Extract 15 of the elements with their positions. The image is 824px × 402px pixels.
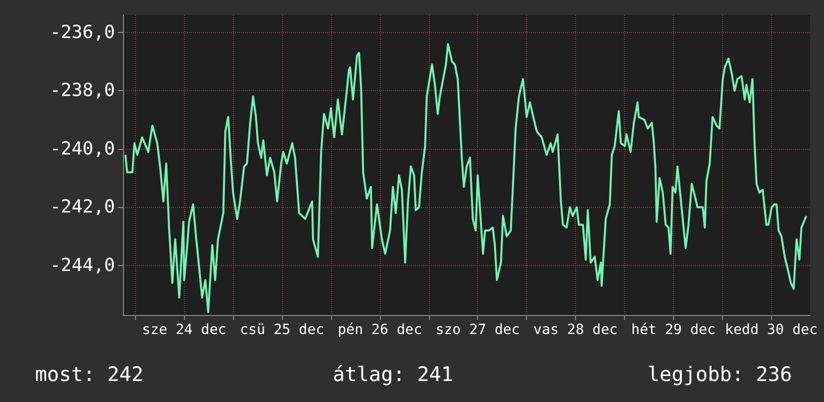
- text: átlag: 241: [332, 362, 454, 386]
- y-tick-label: -236,0: [50, 22, 115, 43]
- y-tick-label: -238,0: [50, 80, 115, 102]
- y-tick-label: -240,0: [50, 138, 115, 160]
- x-tick-label: csü 25 dec: [240, 322, 324, 338]
- x-tick-label: pén 26 dec: [338, 322, 422, 338]
- x-tick-label: kedd 30 dec: [724, 322, 818, 338]
- x-tick-label: hét 29 dec: [631, 322, 716, 338]
- text: most: 242: [35, 362, 144, 386]
- x-tick-label: szo 27 dec: [436, 322, 520, 338]
- x-tick-label: sze 24 dec: [142, 322, 226, 338]
- y-tick-label: -244,0: [50, 254, 115, 276]
- text: legjobb: 236: [648, 362, 792, 386]
- x-tick-label: vas 28 dec: [533, 322, 618, 338]
- y-tick-label: -242,0: [50, 196, 115, 218]
